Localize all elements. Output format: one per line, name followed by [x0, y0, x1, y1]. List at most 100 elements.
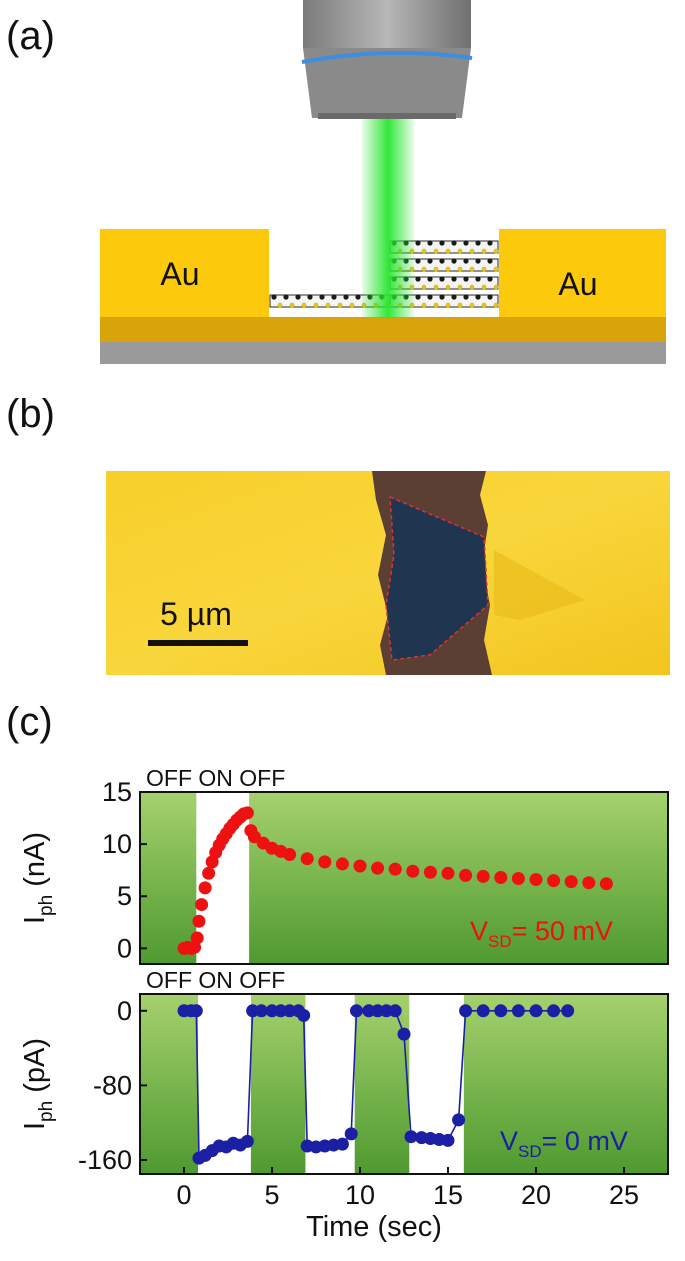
data-point [529, 873, 543, 887]
atom-chalcogen [481, 248, 487, 254]
right-electrode [499, 229, 666, 317]
data-point [599, 877, 613, 891]
data-point [254, 1004, 268, 1018]
atom-chalcogen [277, 302, 283, 308]
x-tick-label: 10 [345, 1180, 375, 1210]
atom-chalcogen [289, 302, 295, 308]
atom-chalcogen [313, 302, 319, 308]
atom-metal [415, 276, 421, 282]
atom-metal [295, 294, 301, 300]
atom-metal [475, 276, 481, 282]
data-point [511, 1004, 525, 1018]
atom-chalcogen [493, 248, 499, 254]
substrate-base [100, 341, 666, 364]
atom-metal [487, 294, 493, 300]
atom-metal [463, 294, 469, 300]
data-point [195, 898, 209, 912]
data-point [511, 872, 525, 886]
data-point [397, 1027, 411, 1041]
x-tick-label: 25 [609, 1180, 639, 1210]
y-axis-symbol: I [19, 1122, 51, 1130]
atom-metal [439, 258, 445, 264]
data-point [198, 881, 212, 895]
data-point [192, 914, 206, 928]
data-point [388, 862, 402, 876]
atom-chalcogen [457, 302, 463, 308]
x-tick-label: 5 [264, 1180, 279, 1210]
annotation-symbol: V [500, 1126, 518, 1156]
y-tick-label: -80 [93, 1070, 132, 1100]
atom-metal [343, 294, 349, 300]
flake-outline [385, 495, 489, 661]
atom-metal [427, 294, 433, 300]
data-point [564, 875, 578, 889]
atom-chalcogen [337, 302, 343, 308]
atom-chalcogen [469, 284, 475, 290]
atom-chalcogen [349, 302, 355, 308]
atom-chalcogen [433, 248, 439, 254]
atom-chalcogen [421, 302, 427, 308]
y-axis-unit: (pA) [19, 1038, 51, 1101]
panel-label-a: (a) [6, 14, 55, 58]
state-labels: OFF ON OFF [146, 765, 285, 791]
atom-chalcogen [469, 302, 475, 308]
data-point [406, 864, 420, 878]
y-tick-label: 10 [102, 829, 132, 859]
atom-chalcogen [457, 284, 463, 290]
data-point [441, 1133, 455, 1147]
atom-metal [451, 294, 457, 300]
optical-micrograph: 5 µm [106, 471, 670, 675]
data-point [494, 870, 508, 884]
atom-chalcogen [445, 248, 451, 254]
atom-metal [463, 240, 469, 246]
y-tick-label: -160 [78, 1145, 132, 1175]
atom-chalcogen [421, 248, 427, 254]
atom-metal [415, 240, 421, 246]
atom-chalcogen [457, 266, 463, 272]
device-schematic: Au Au [100, 0, 666, 364]
objective-lens [301, 0, 473, 119]
y-tick-label: 15 [102, 777, 132, 807]
annotation-vsd: VSD= 50 mV [470, 916, 613, 951]
atom-metal [331, 294, 337, 300]
data-point [494, 1004, 508, 1018]
atom-metal [427, 276, 433, 282]
data-point [547, 1004, 561, 1018]
atom-metal [355, 294, 361, 300]
plot-frame [139, 791, 669, 965]
atom-chalcogen [445, 302, 451, 308]
data-point [335, 1137, 349, 1151]
atom-metal [439, 294, 445, 300]
atom-chalcogen [433, 302, 439, 308]
x-tick-label: 15 [433, 1180, 463, 1210]
data-point [423, 865, 437, 879]
atom-metal [487, 240, 493, 246]
data-point [318, 855, 332, 869]
y-axis-symbol: I [19, 916, 51, 924]
y-tick-label: 0 [117, 996, 132, 1026]
data-point [349, 1004, 363, 1018]
atom-chalcogen [481, 266, 487, 272]
left-electrode-label: Au [160, 256, 199, 292]
data-point [404, 1130, 418, 1144]
y-axis-label: Iph (pA) [19, 1038, 57, 1130]
data-point [335, 857, 349, 871]
y-tick-label: 0 [117, 933, 132, 963]
data-point [353, 859, 367, 873]
y-axis-unit: (nA) [19, 832, 51, 895]
atom-metal [427, 240, 433, 246]
atom-metal [475, 294, 481, 300]
data-point [441, 866, 455, 880]
data-point [297, 1008, 311, 1022]
data-point [371, 861, 385, 875]
scale-bar [148, 640, 248, 646]
data-point [344, 1127, 358, 1141]
data-point [459, 868, 473, 882]
light-on-region [409, 994, 464, 1174]
left-electrode [100, 229, 269, 317]
atom-metal [463, 258, 469, 264]
atom-metal [415, 258, 421, 264]
atom-metal [439, 240, 445, 246]
data-point [283, 848, 297, 862]
